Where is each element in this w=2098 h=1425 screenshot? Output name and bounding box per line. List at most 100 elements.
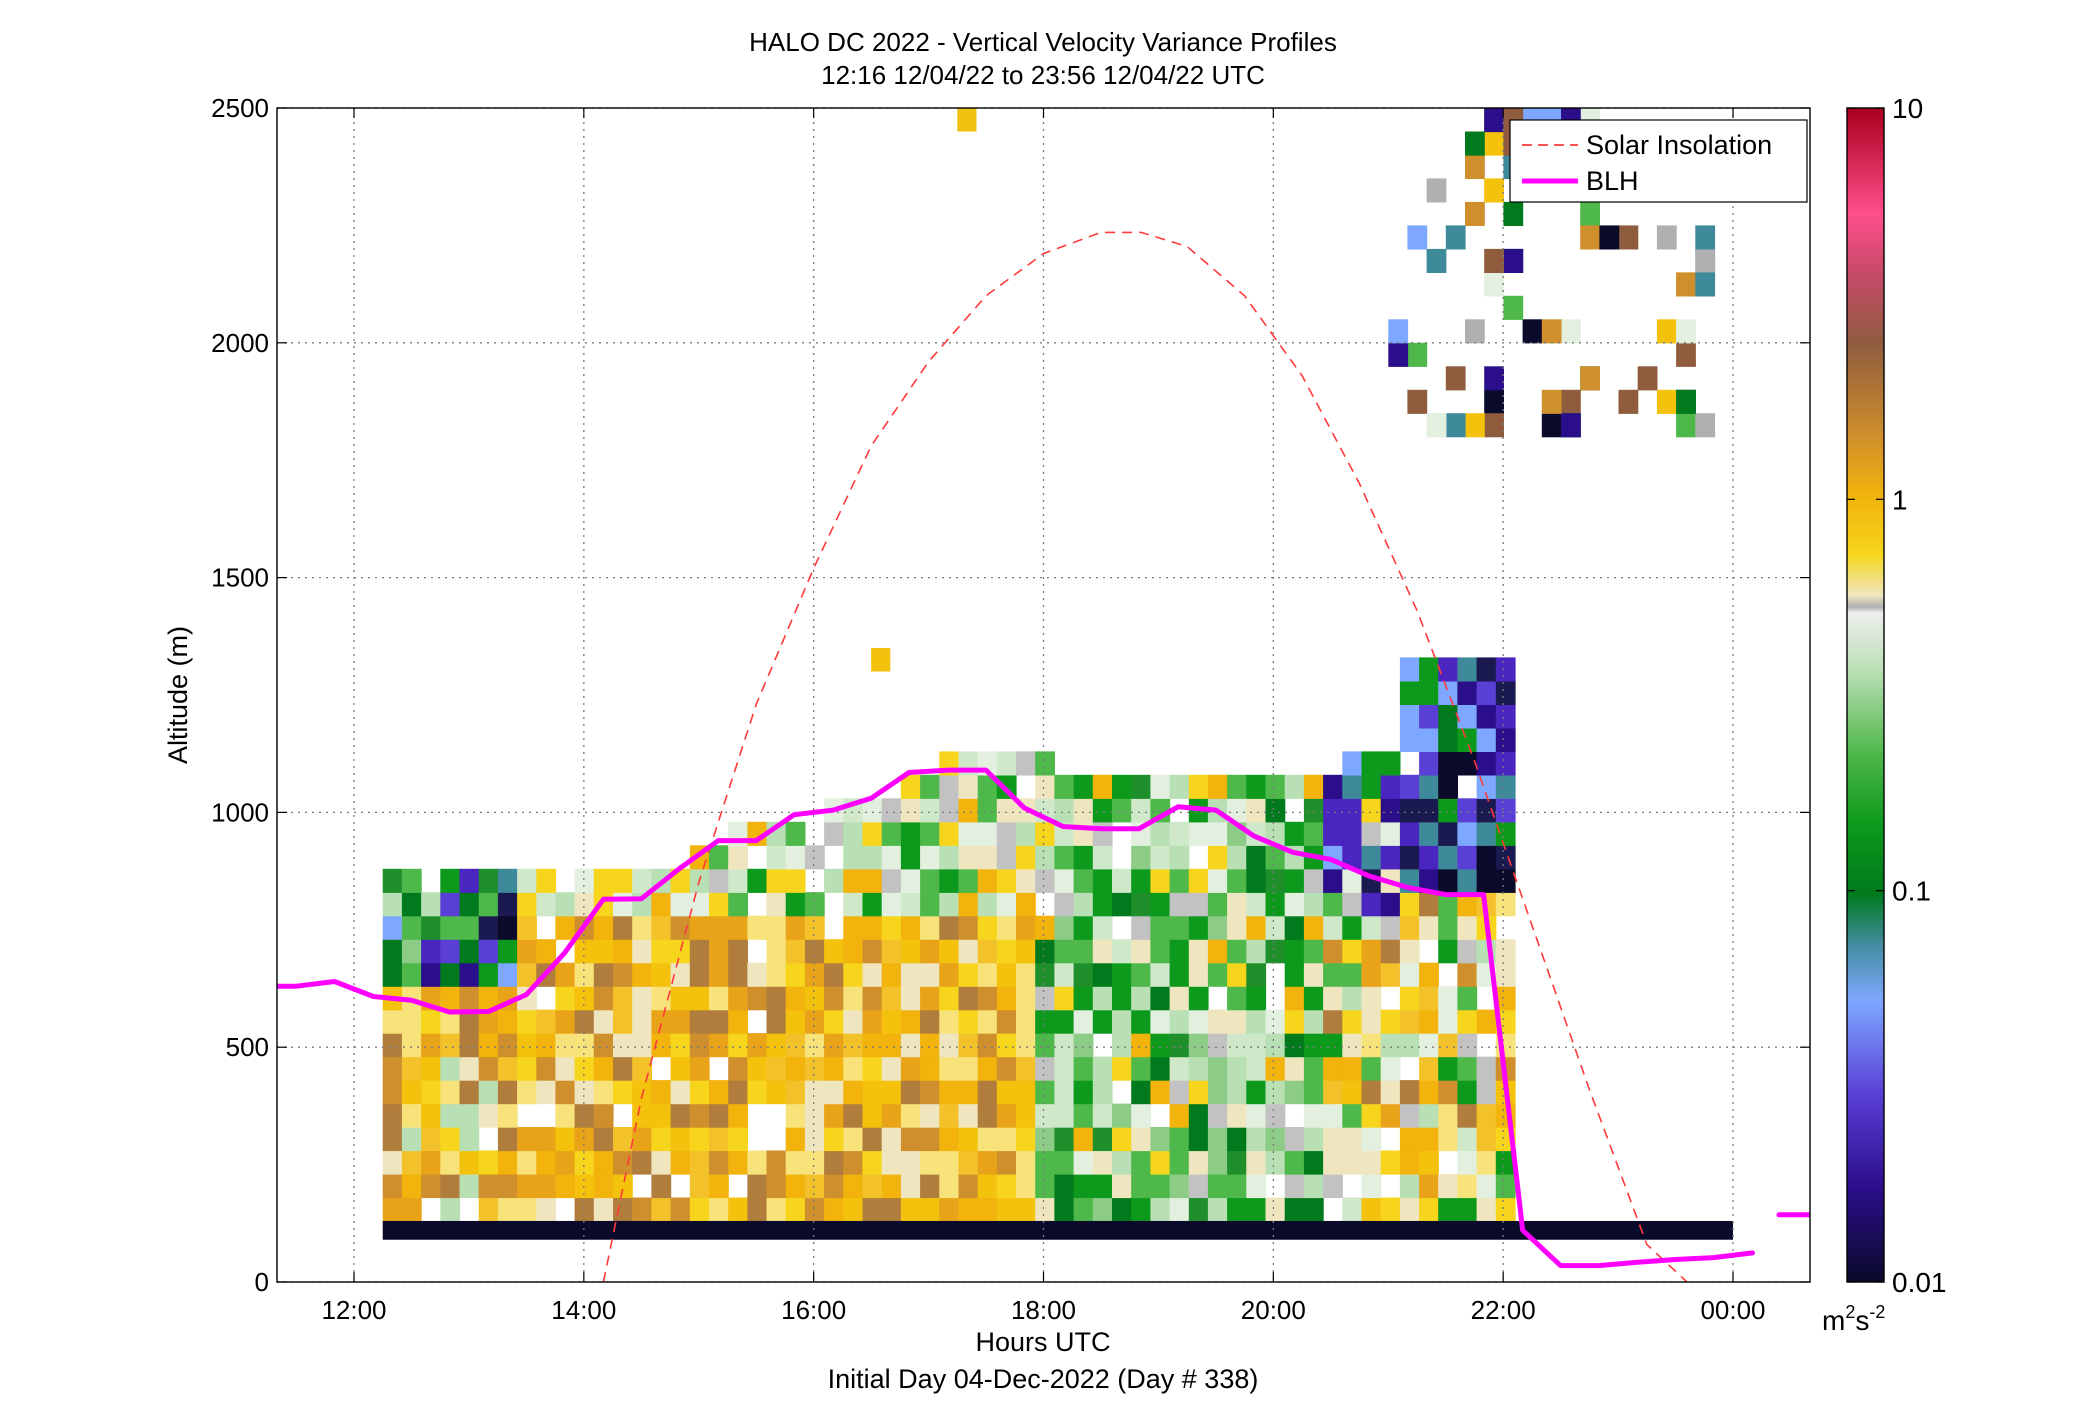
variance-cell [1361, 1009, 1382, 1034]
variance-cell [1016, 1103, 1036, 1128]
variance-cell [1323, 986, 1343, 1011]
variance-cell [1092, 1080, 1113, 1105]
variance-cell [1323, 1056, 1343, 1081]
variance-cell [766, 1033, 787, 1058]
variance-cell [555, 1174, 576, 1199]
variance-cell [1016, 915, 1036, 940]
variance-cell [1399, 1103, 1420, 1128]
variance-cell [1457, 1127, 1478, 1152]
variance-cell [1265, 1197, 1286, 1222]
variance-cell [862, 1033, 883, 1058]
variance-cell [1284, 915, 1305, 940]
variance-cell [1054, 939, 1075, 964]
variance-cell [1419, 1197, 1439, 1222]
variance-cell [977, 798, 998, 823]
variance-cell [1035, 868, 1055, 893]
variance-cell [881, 798, 902, 823]
variance-cell [804, 1033, 825, 1058]
variance-cell [1476, 727, 1497, 752]
variance-cell [1112, 986, 1132, 1011]
variance-cell [632, 1150, 652, 1175]
variance-cell [958, 915, 979, 940]
variance-cell [1676, 319, 1696, 344]
variance-cell [1246, 892, 1267, 917]
variance-cell [1599, 225, 1620, 250]
variance-cell [1438, 821, 1458, 846]
variance-cell [1227, 1080, 1247, 1105]
variance-cell [593, 868, 614, 893]
variance-cell [843, 962, 864, 987]
variance-cell [939, 1127, 960, 1152]
variance-cell [1035, 962, 1055, 987]
variance-cell [1380, 1033, 1401, 1058]
variance-cell [1188, 1033, 1209, 1058]
variance-cell [939, 962, 960, 987]
variance-cell [1495, 1150, 1516, 1175]
variance-cell [1303, 868, 1324, 893]
variance-cell [574, 1174, 595, 1199]
variance-cell [862, 1127, 883, 1152]
variance-cell [1342, 751, 1363, 776]
variance-cell [785, 1080, 806, 1105]
variance-cell [1073, 962, 1094, 987]
variance-cell [651, 1033, 672, 1058]
variance-cell [1380, 962, 1401, 987]
variance-cell [651, 892, 672, 917]
variance-cell [1092, 821, 1113, 846]
variance-cell [1476, 798, 1497, 823]
variance-cell [1284, 939, 1305, 964]
variance-cell [977, 962, 998, 987]
variance-cell [1399, 1197, 1420, 1222]
variance-cell [1342, 868, 1363, 893]
variance-cell [1035, 1080, 1055, 1105]
variance-cell [900, 1056, 921, 1081]
variance-cell [1476, 1009, 1497, 1034]
variance-cell [1342, 1127, 1363, 1152]
variance-cell [1438, 1197, 1458, 1222]
variance-cell [1188, 962, 1209, 987]
variance-cell [1361, 1174, 1382, 1199]
variance-cell [382, 868, 403, 893]
variance-cell [478, 962, 499, 987]
variance-cell [977, 915, 998, 940]
variance-cell [1131, 1056, 1151, 1081]
variance-cell [804, 939, 825, 964]
variance-cell [1618, 389, 1639, 414]
variance-cell [1188, 986, 1209, 1011]
variance-cell [881, 892, 902, 917]
variance-cell [517, 1056, 537, 1081]
variance-cell [1561, 389, 1581, 414]
variance-cell [920, 1056, 940, 1081]
variance-cell [689, 962, 710, 987]
variance-cell [1035, 939, 1055, 964]
variance-cell [728, 1150, 748, 1175]
variance-cell [1112, 1174, 1132, 1199]
variance-cell [1419, 868, 1439, 893]
variance-cell [1419, 774, 1439, 799]
variance-cell [709, 1080, 729, 1105]
variance-cell [632, 1009, 652, 1034]
variance-cell [766, 915, 787, 940]
variance-cell [1265, 915, 1286, 940]
variance-cell [517, 939, 537, 964]
variance-cell [900, 1197, 921, 1222]
chart-title: HALO DC 2022 - Vertical Velocity Varianc… [749, 27, 1337, 57]
variance-cell [1457, 751, 1478, 776]
variance-cell [1016, 939, 1036, 964]
variance-cell [593, 1127, 614, 1152]
variance-cell [843, 986, 864, 1011]
variance-cell [747, 1056, 768, 1081]
variance-cell [709, 868, 729, 893]
variance-cell [1150, 868, 1171, 893]
variance-cell [766, 1174, 787, 1199]
variance-cell [1476, 821, 1497, 846]
variance-cell [843, 1033, 864, 1058]
variance-cell [1150, 845, 1171, 870]
variance-cell [478, 1033, 499, 1058]
variance-cell [1112, 1197, 1132, 1222]
variance-cell [440, 1033, 461, 1058]
colorbar: 0.01 0.1 1 10 m2s-2 [1822, 93, 1947, 1336]
variance-cell [536, 1080, 557, 1105]
variance-cell [709, 892, 729, 917]
variance-cell [824, 939, 844, 964]
